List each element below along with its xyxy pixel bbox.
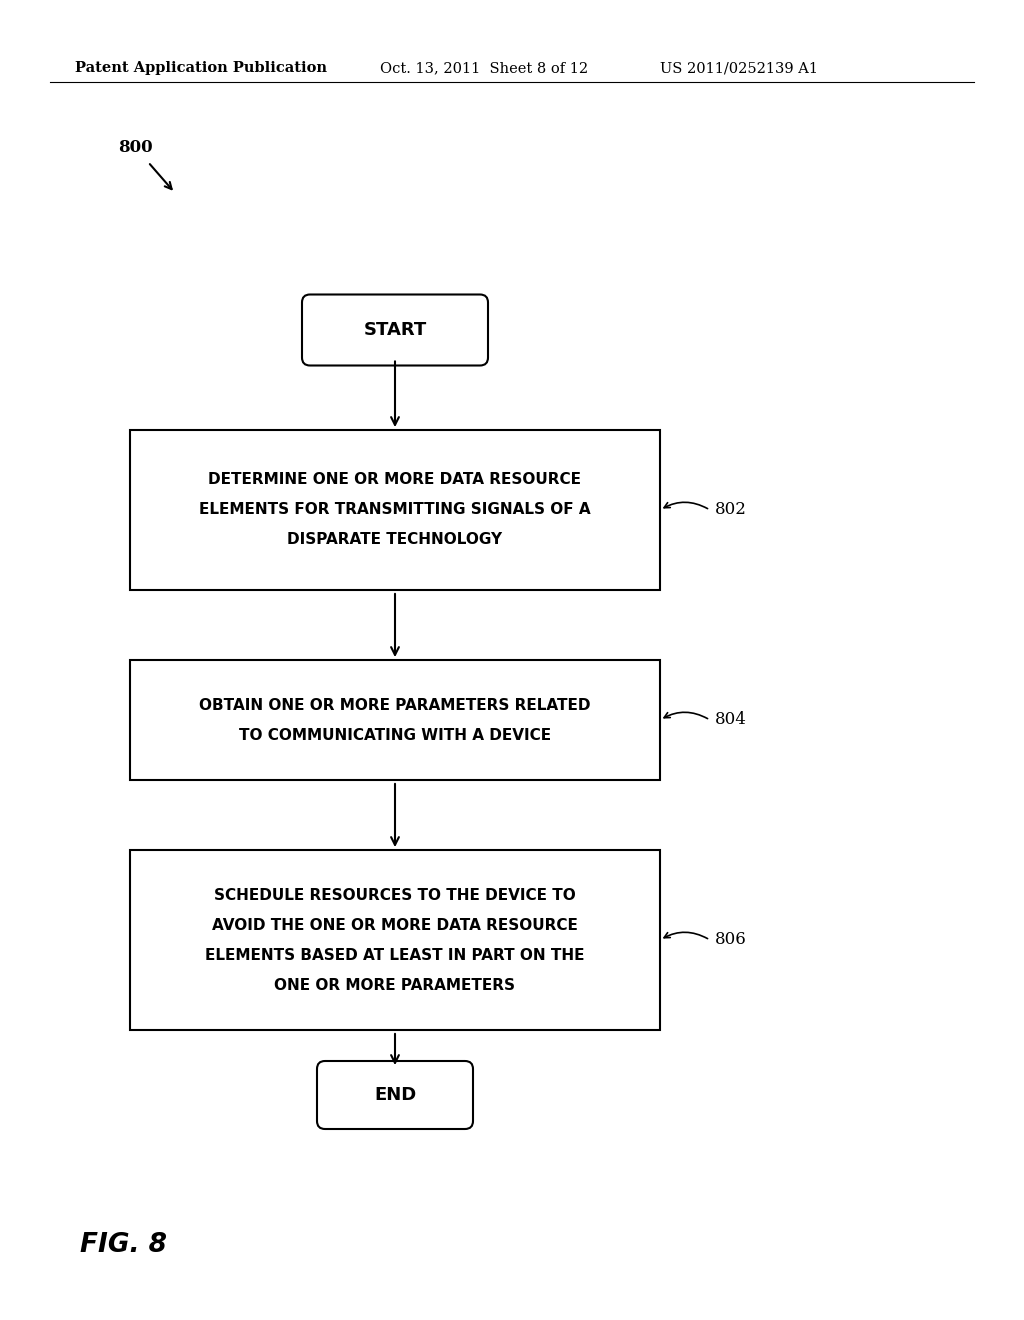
Text: OBTAIN ONE OR MORE PARAMETERS RELATED: OBTAIN ONE OR MORE PARAMETERS RELATED xyxy=(200,697,591,713)
Text: 804: 804 xyxy=(715,711,746,729)
Text: Patent Application Publication: Patent Application Publication xyxy=(75,61,327,75)
Text: FIG. 8: FIG. 8 xyxy=(80,1232,167,1258)
Text: 800: 800 xyxy=(118,140,153,157)
FancyBboxPatch shape xyxy=(317,1061,473,1129)
Text: ONE OR MORE PARAMETERS: ONE OR MORE PARAMETERS xyxy=(274,978,515,993)
Text: ELEMENTS FOR TRANSMITTING SIGNALS OF A: ELEMENTS FOR TRANSMITTING SIGNALS OF A xyxy=(200,503,591,517)
Bar xyxy=(130,660,660,780)
Text: AVOID THE ONE OR MORE DATA RESOURCE: AVOID THE ONE OR MORE DATA RESOURCE xyxy=(212,917,578,932)
FancyBboxPatch shape xyxy=(302,294,488,366)
Text: ELEMENTS BASED AT LEAST IN PART ON THE: ELEMENTS BASED AT LEAST IN PART ON THE xyxy=(205,948,585,962)
Text: SCHEDULE RESOURCES TO THE DEVICE TO: SCHEDULE RESOURCES TO THE DEVICE TO xyxy=(214,887,575,903)
Text: DETERMINE ONE OR MORE DATA RESOURCE: DETERMINE ONE OR MORE DATA RESOURCE xyxy=(209,473,582,487)
Text: TO COMMUNICATING WITH A DEVICE: TO COMMUNICATING WITH A DEVICE xyxy=(239,727,551,742)
Text: DISPARATE TECHNOLOGY: DISPARATE TECHNOLOGY xyxy=(288,532,503,548)
Bar xyxy=(130,850,660,1030)
Bar xyxy=(130,430,660,590)
Text: US 2011/0252139 A1: US 2011/0252139 A1 xyxy=(660,61,818,75)
Text: 806: 806 xyxy=(715,932,746,949)
Text: 802: 802 xyxy=(715,502,746,519)
Text: END: END xyxy=(374,1086,416,1104)
Text: Oct. 13, 2011  Sheet 8 of 12: Oct. 13, 2011 Sheet 8 of 12 xyxy=(380,61,588,75)
Text: START: START xyxy=(364,321,427,339)
